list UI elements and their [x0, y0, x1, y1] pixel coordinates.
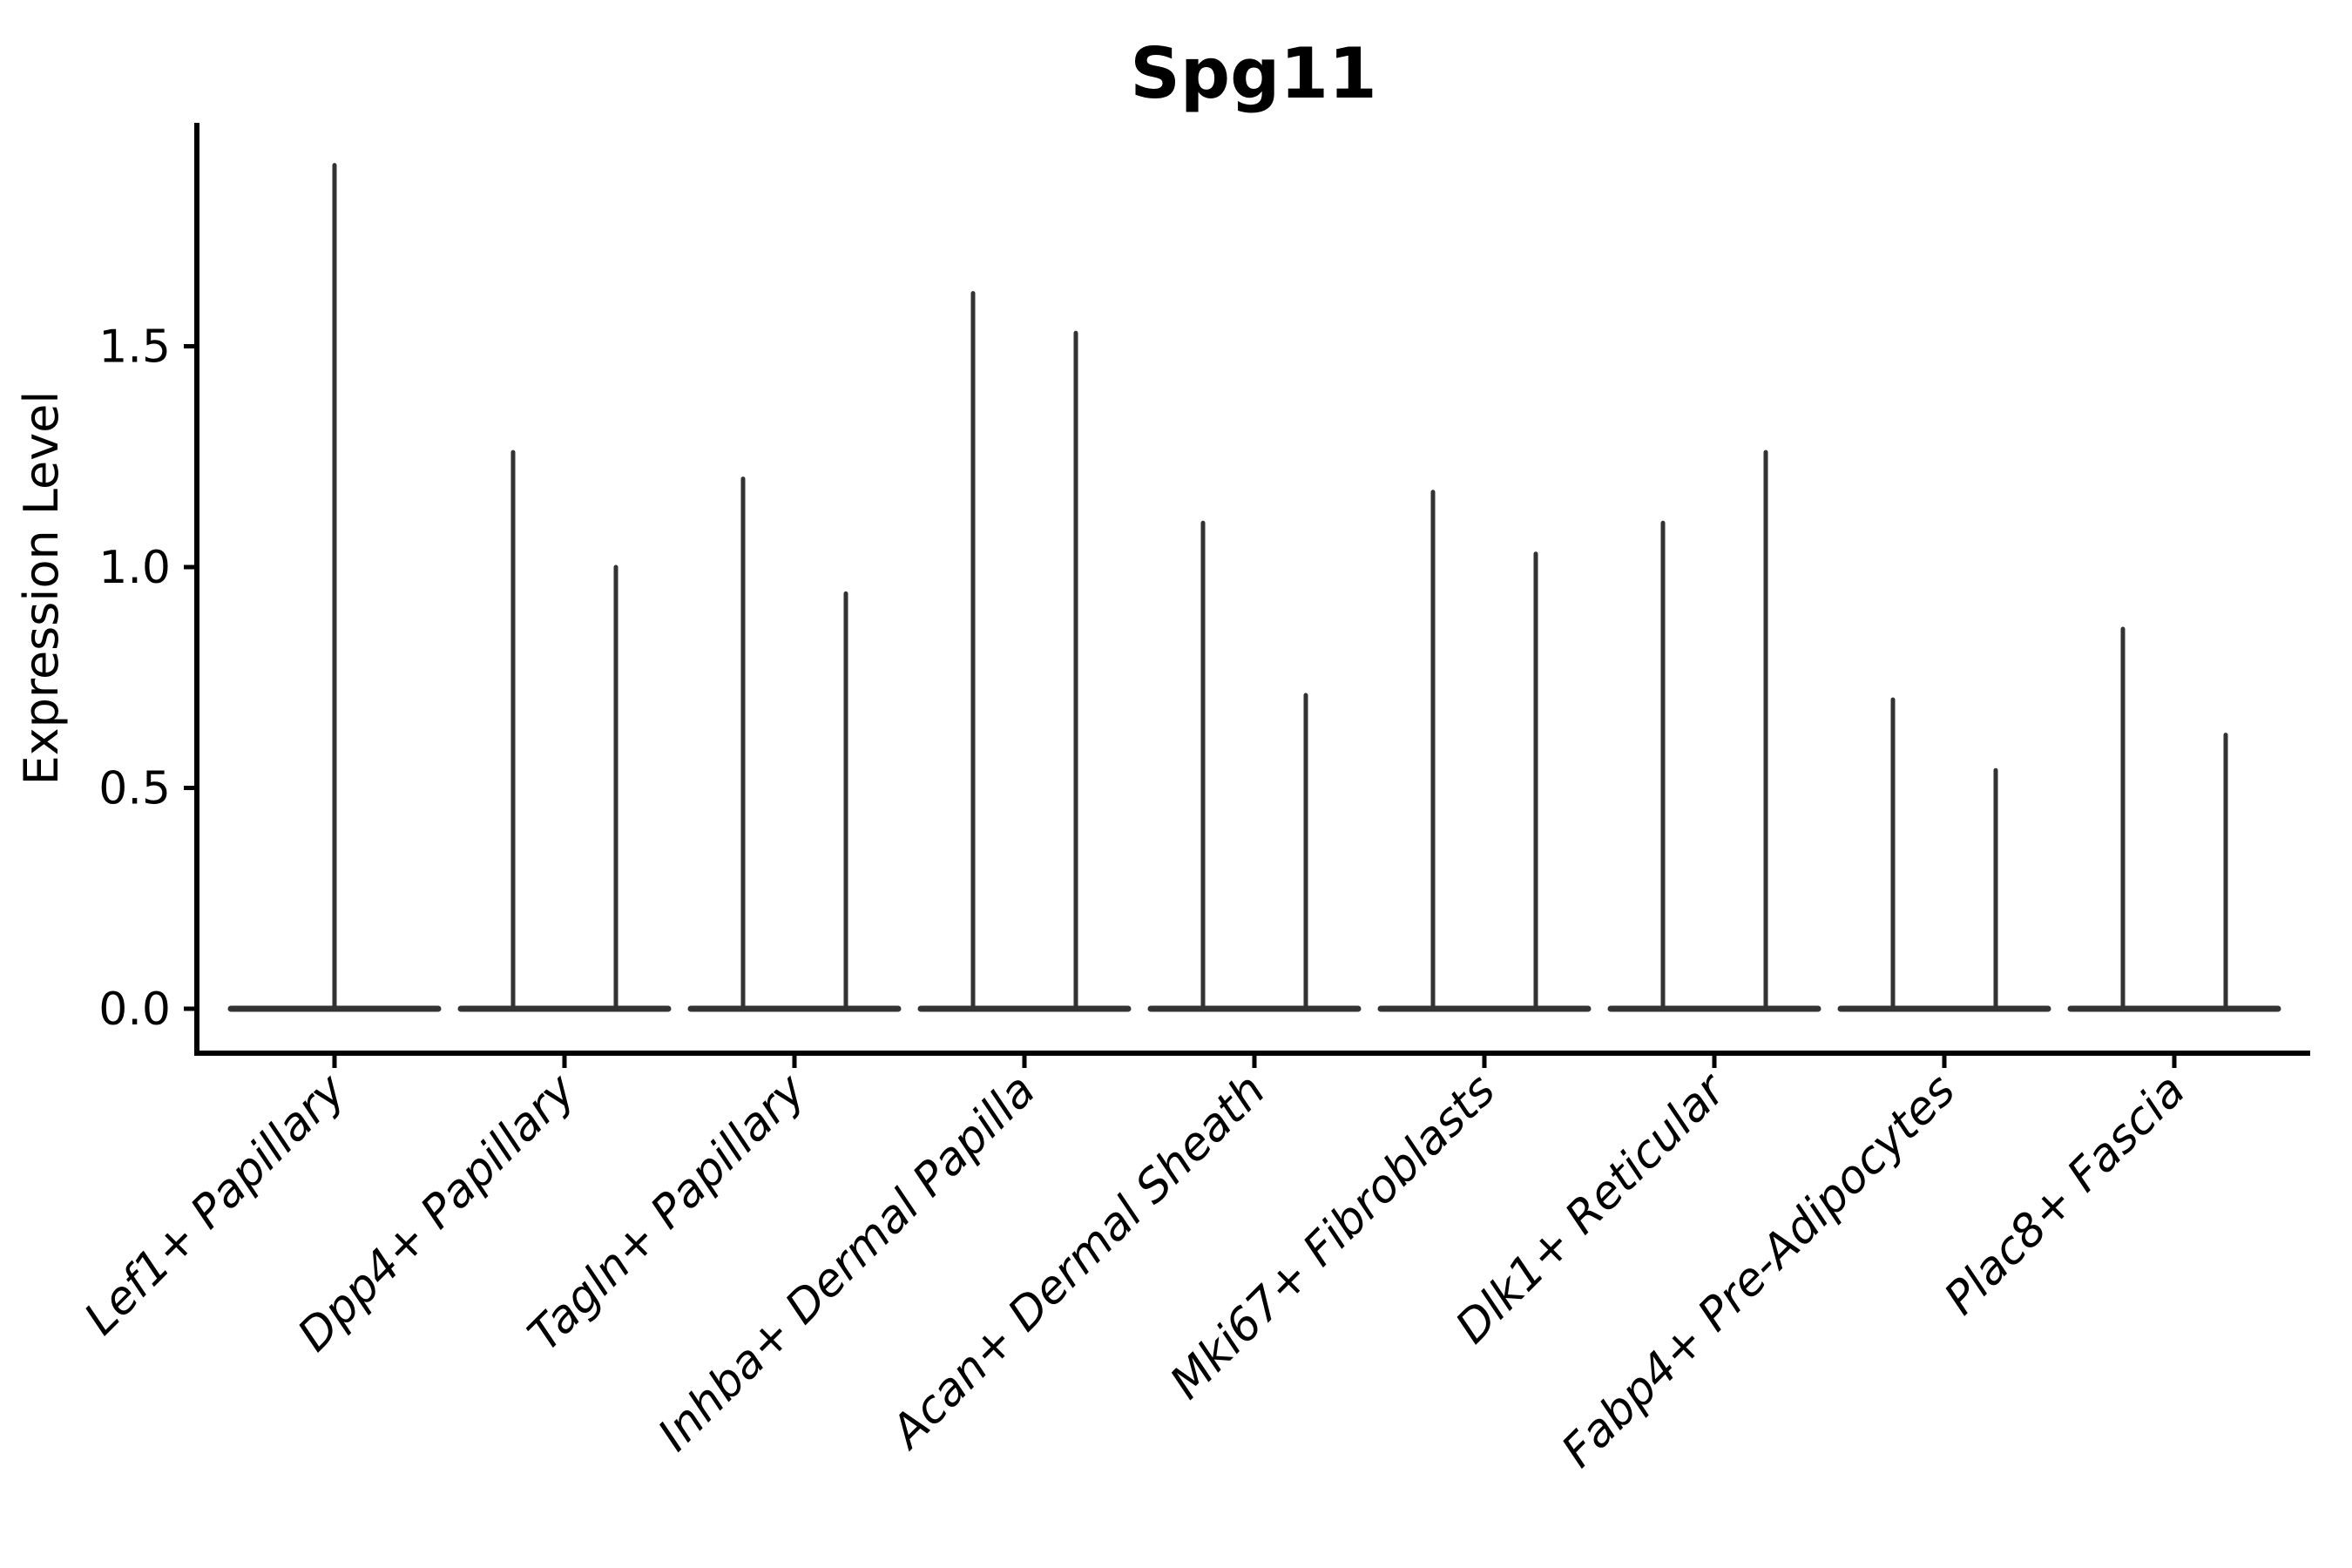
y-tick-label: 0.5 [98, 763, 171, 815]
violins [227, 163, 2281, 1012]
x-tick-label: Acan+ Dermal Sheath [880, 1064, 1275, 1460]
y-axis-label: Expression Level [14, 391, 69, 786]
y-tick-label: 1.0 [98, 542, 171, 594]
x-tick-label: Inhba+ Dermal Papilla [648, 1064, 1045, 1462]
x-tick-label: Fabp4+ Pre-Adipocytes [1552, 1064, 1966, 1478]
chart-title: Spg11 [1130, 33, 1376, 114]
y-tick-label: 1.5 [98, 321, 171, 374]
x-tick-label: Plac8+ Fascia [1935, 1064, 2195, 1325]
y-axis: 0.0 0.5 1.0 1.5 [98, 321, 197, 1036]
y-tick-label: 0.0 [98, 983, 171, 1036]
